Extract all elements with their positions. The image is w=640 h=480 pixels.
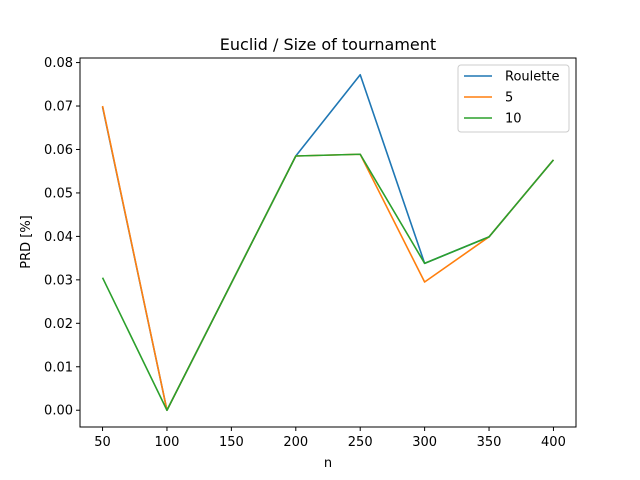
x-tick-label: 100	[155, 435, 180, 450]
chart-title: Euclid / Size of tournament	[220, 35, 436, 54]
legend-label-2: 5	[505, 91, 513, 106]
series-layer	[101, 73, 555, 412]
y-tick-label: 0.02	[44, 317, 73, 332]
x-tick-label: 250	[348, 435, 373, 450]
legend: Roulette 5 10	[457, 64, 570, 133]
y-tick-label: 0.00	[44, 404, 73, 419]
legend-box	[457, 64, 570, 133]
y-tick-label: 0.06	[44, 143, 73, 158]
y-tick-label: 0.08	[44, 56, 73, 71]
x-axis-label: n	[324, 456, 332, 471]
y-tick-label: 0.07	[44, 100, 73, 115]
y-tick-label: 0.05	[44, 186, 73, 201]
y-tick-label: 0.01	[44, 360, 73, 375]
x-axis: 50 100 150 200 250 300 350 400	[94, 427, 566, 450]
y-tick-label: 0.03	[44, 273, 73, 288]
legend-label-3: 10	[505, 112, 522, 127]
x-tick-label: 400	[541, 435, 566, 450]
y-tick-label: 0.04	[44, 230, 73, 245]
x-tick-label: 200	[283, 435, 308, 450]
y-axis-label: PRD [%]	[19, 215, 34, 269]
x-tick-label: 50	[94, 435, 111, 450]
x-tick-label: 150	[219, 435, 244, 450]
x-tick-label: 350	[477, 435, 502, 450]
series-line-3	[101, 153, 555, 412]
legend-label-1: Roulette	[505, 70, 559, 85]
y-axis: 0.00 0.01 0.02 0.03 0.04 0.05 0.06 0.07 0.08	[44, 56, 80, 419]
plot-frame	[79, 57, 577, 428]
x-tick-label: 300	[412, 435, 437, 450]
